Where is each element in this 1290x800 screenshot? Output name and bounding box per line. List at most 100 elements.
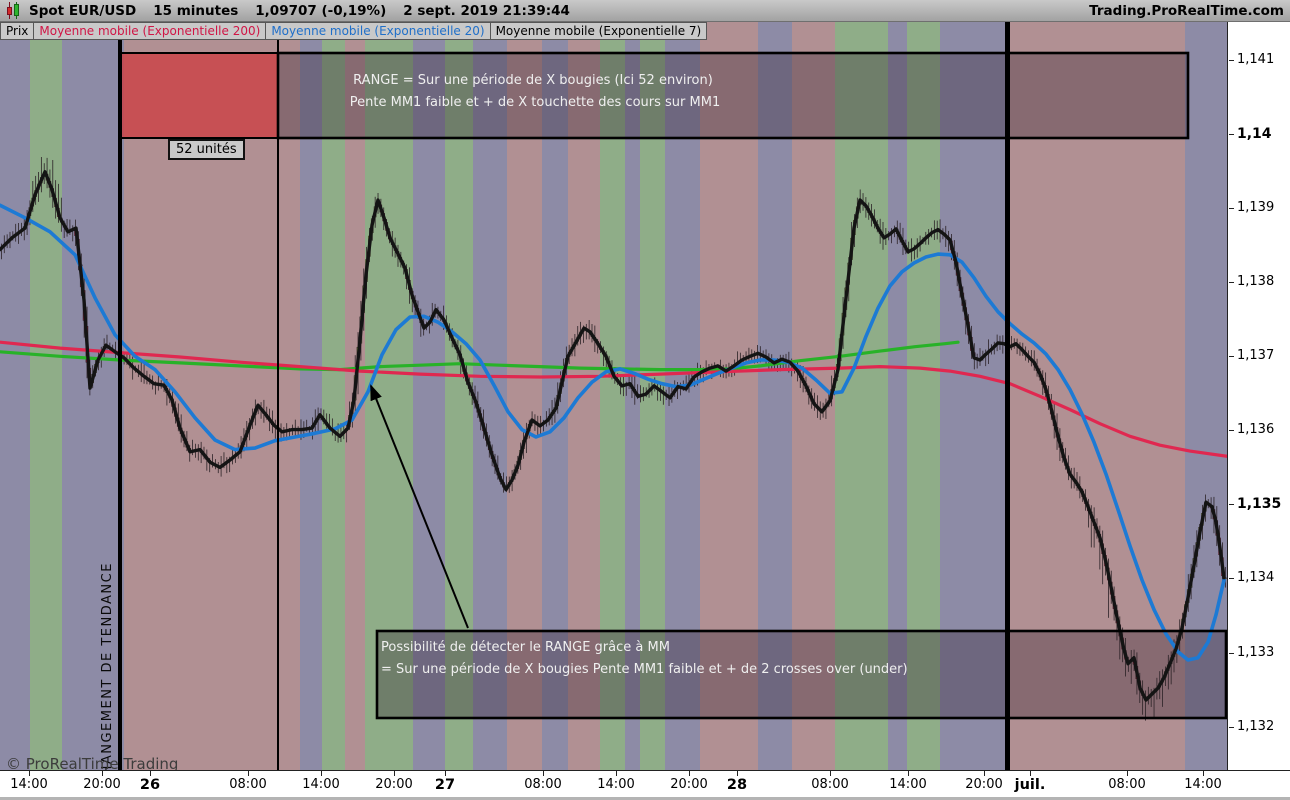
- trend-band: [542, 22, 568, 770]
- price-chart[interactable]: [0, 22, 1227, 770]
- y-tick-label: 1,134: [1237, 570, 1275, 586]
- mm200-line[interactable]: [0, 340, 1227, 458]
- trend-band: [445, 22, 473, 770]
- x-tick: [1127, 771, 1128, 776]
- mm20-line[interactable]: [0, 203, 1226, 662]
- y-tick-label: 1,135: [1237, 496, 1282, 513]
- trend-band: [62, 22, 124, 770]
- x-tick-label: 20:00: [670, 777, 708, 792]
- legend-item-mm1[interactable]: Moyenne mobile (Exponentielle 200): [34, 22, 267, 40]
- y-tick: [1229, 652, 1234, 654]
- y-tick: [1229, 282, 1234, 284]
- trend-band: [300, 22, 322, 770]
- y-tick: [1229, 60, 1234, 61]
- x-tick: [248, 771, 249, 776]
- x-tick-label: 20:00: [375, 777, 413, 792]
- detect-box-fill[interactable]: [377, 631, 1226, 718]
- x-tick: [689, 771, 690, 776]
- y-tick-label: 1,14: [1237, 126, 1272, 143]
- y-tick: [1229, 578, 1234, 580]
- x-tick: [445, 771, 446, 776]
- time-axis[interactable]: 14:00 20:00 26 08:00 14:00 20:00 27 08:00 14:00 2…: [0, 770, 1290, 800]
- vertical-marker-line[interactable]: [1005, 22, 1010, 770]
- y-tick: [1229, 134, 1234, 136]
- x-tick-label: 08:00: [229, 777, 267, 792]
- trend-band: [888, 22, 907, 770]
- y-tick: [1229, 504, 1234, 506]
- trend-band: [413, 22, 445, 770]
- y-tick: [1229, 726, 1234, 728]
- legend-item-prix[interactable]: Prix: [0, 22, 35, 40]
- trend-band: [835, 22, 888, 770]
- x-tick-label: 08:00: [1108, 777, 1146, 792]
- x-tick-label: 14:00: [10, 777, 48, 792]
- x-tick-label: 14:00: [1184, 777, 1222, 792]
- y-tick-label: 1,139: [1237, 200, 1275, 216]
- x-tick-label: 20:00: [83, 777, 121, 792]
- x-tick: [321, 771, 322, 776]
- brand-label: Trading.ProRealTime.com: [1089, 2, 1284, 19]
- range-box-text-line2: Pente MM1 faible et + de X touchette des…: [349, 95, 721, 110]
- trend-band: [322, 22, 345, 770]
- y-tick-label: 1,132: [1237, 718, 1275, 734]
- legend-item-mm3[interactable]: Moyenne mobile (Exponentielle 7): [490, 22, 708, 40]
- trend-band: [907, 22, 940, 770]
- x-tick-label: 20:00: [965, 777, 1003, 792]
- range-box-border[interactable]: [276, 51, 1190, 140]
- mm7-line[interactable]: [0, 170, 1226, 702]
- green-ma-line[interactable]: [0, 340, 960, 372]
- trend-change-label: CHANGEMENT DE TENDANCE: [100, 562, 115, 786]
- vertical-marker-line[interactable]: [277, 22, 279, 770]
- x-tick: [737, 771, 738, 776]
- trend-band: [507, 22, 542, 770]
- trend-band: [940, 22, 1007, 770]
- pointer-arrow[interactable]: [370, 384, 469, 629]
- chart-plot-area[interactable]: RANGE = Sur une période de X bougies (Ic…: [0, 22, 1227, 786]
- title-bar: Spot EUR/USD 15 minutes 1,09707 (-0,19%)…: [0, 0, 1290, 22]
- x-tick: [830, 771, 831, 776]
- legend-item-mm2[interactable]: Moyenne mobile (Exponentielle 20): [266, 22, 491, 40]
- x-tick: [394, 771, 395, 776]
- x-tick: [29, 771, 30, 776]
- vertical-marker-line[interactable]: [118, 22, 122, 770]
- timeframe-label: 15 minutes: [153, 2, 239, 19]
- y-tick-label: 1,133: [1237, 644, 1275, 660]
- x-tick-label: 26: [139, 777, 161, 793]
- trend-band: [625, 22, 640, 770]
- datetime-label: 2 sept. 2019 21:39:44: [403, 2, 570, 19]
- red-zone-fill[interactable]: [121, 53, 278, 138]
- trend-band: [568, 22, 600, 770]
- trend-band: [30, 22, 62, 770]
- x-tick-label: 08:00: [524, 777, 562, 792]
- y-tick: [1229, 208, 1234, 210]
- y-tick-label: 1,138: [1237, 274, 1275, 290]
- units-label[interactable]: 52 unités: [168, 139, 245, 160]
- instrument-title: Spot EUR/USD: [29, 2, 137, 19]
- x-tick: [616, 771, 617, 776]
- detect-box-border[interactable]: [375, 629, 1227, 720]
- x-tick-label: 28: [726, 777, 748, 793]
- trend-band: [758, 22, 792, 770]
- x-tick-label: 14:00: [889, 777, 927, 792]
- x-tick: [543, 771, 544, 776]
- x-tick-label: 08:00: [811, 777, 849, 792]
- watermark: © ProRealTime Trading: [6, 755, 179, 773]
- x-tick: [150, 771, 151, 776]
- x-tick: [1030, 771, 1031, 776]
- candlestick-icon: [5, 2, 22, 19]
- y-tick-label: 1,141: [1237, 52, 1275, 67]
- trend-band: [792, 22, 835, 770]
- detect-box-text-line2: = Sur une période de X bougies Pente MM1…: [381, 662, 908, 677]
- trend-band: [600, 22, 625, 770]
- range-box-fill[interactable]: [278, 53, 1188, 138]
- y-tick-label: 1,137: [1237, 348, 1275, 364]
- y-tick-label: 1,136: [1237, 422, 1275, 438]
- range-box-text-line1: RANGE = Sur une période de X bougies (Ic…: [353, 73, 713, 88]
- y-tick: [1229, 356, 1234, 358]
- x-tick-label: 27: [434, 777, 456, 793]
- detect-box-text-line1: Possibilité de détecter le RANGE grâce à…: [381, 640, 670, 655]
- x-tick: [984, 771, 985, 776]
- x-tick-label: juil.: [1014, 777, 1046, 793]
- price-axis[interactable]: 1,141 1,14 1,139 1,138 1,137 1,136 1,135 1,134 1…: [1227, 22, 1290, 770]
